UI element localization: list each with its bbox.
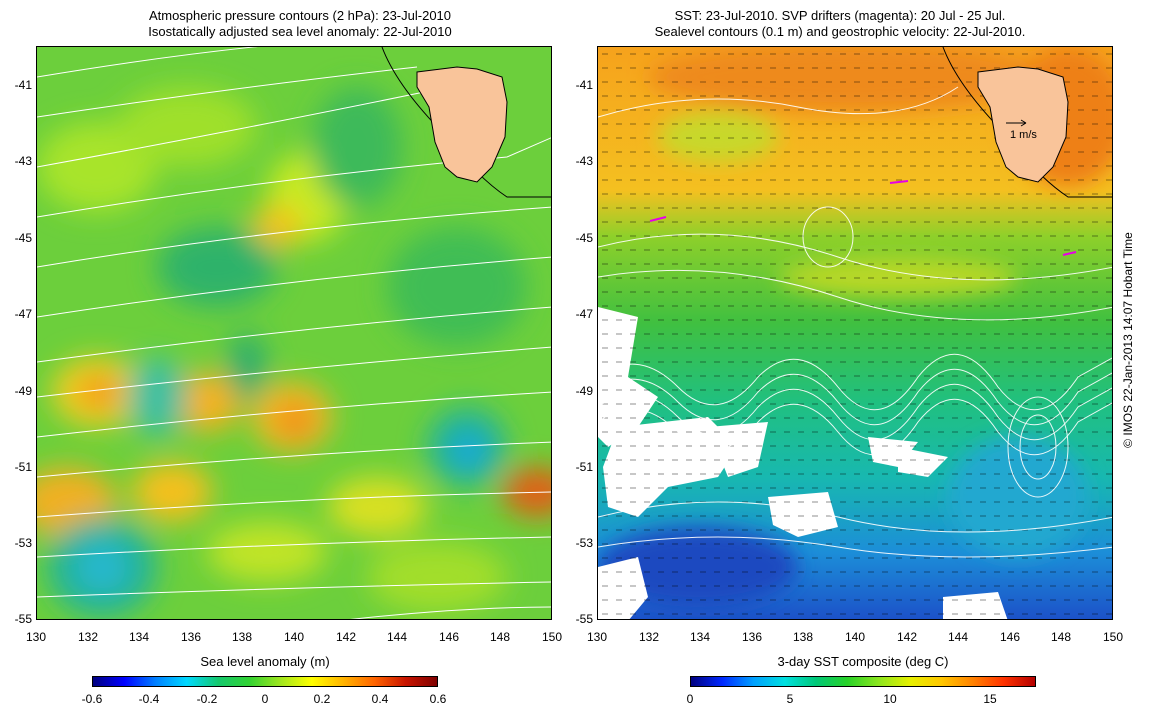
sst-field: 1 m/s [598,47,1112,619]
sealevel-contours [598,86,1112,558]
lon-label-right: 134 [689,630,711,644]
lon-label-left: 142 [335,630,357,644]
lon-label-left: 134 [128,630,150,644]
left-colorbar-tick: -0.4 [138,692,160,706]
lat-label-left: -41 [14,78,32,92]
lon-label-left: 140 [283,630,305,644]
sea-level-colorbar [92,676,438,687]
lon-label-right: 136 [741,630,763,644]
lon-label-right: 148 [1050,630,1072,644]
lon-label-left: 148 [489,630,511,644]
lon-label-right: 144 [947,630,969,644]
tasmania-land [416,66,508,183]
lon-label-left: 136 [180,630,202,644]
right-colorbar-label: 3-day SST composite (deg C) [777,654,949,669]
left-title-line2: Isostatically adjusted sea level anomaly… [148,24,452,39]
right-colorbar-tick: 5 [786,692,794,706]
lat-label-right: -47 [575,307,593,321]
lon-label-right: 132 [638,630,660,644]
lat-label-left: -49 [14,384,32,398]
left-colorbar-tick: 0.2 [313,692,331,706]
right-title-line1: SST: 23-Jul-2010. SVP drifters (magenta)… [674,8,1006,23]
sst-colorbar [690,676,1036,687]
lat-label-left: -51 [14,460,32,474]
lon-label-right: 146 [999,630,1021,644]
lon-label-right: 142 [896,630,918,644]
left-panel-title: Atmospheric pressure contours (2 hPa): 2… [40,8,560,40]
right-title-line2: Sealevel contours (0.1 m) and geostrophi… [654,24,1026,39]
lon-label-right: 138 [792,630,814,644]
lon-label-left: 130 [25,630,47,644]
lon-label-left: 132 [77,630,99,644]
lon-label-right: 130 [586,630,608,644]
lat-label-right: -43 [575,154,593,168]
left-colorbar-tick: -0.6 [81,692,103,706]
lat-label-left: -45 [14,231,32,245]
lat-label-left: -55 [14,612,32,626]
sea-level-anomaly-map [36,46,552,620]
lat-label-left: -43 [14,154,32,168]
sst-map: 1 m/s [597,46,1113,620]
lon-label-left: 144 [386,630,408,644]
left-colorbar-tick: 0 [261,692,269,706]
lat-label-left: -47 [14,307,32,321]
lat-label-right: -45 [575,231,593,245]
left-colorbar-tick: 0.4 [371,692,389,706]
lon-label-right: 150 [1102,630,1124,644]
lat-label-right: -51 [575,460,593,474]
left-colorbar-tick: 0.6 [429,692,447,706]
imos-credit: © IMOS 22-Jan-2013 14:07 Hobart Time [1121,232,1135,448]
velocity-scale-label: 1 m/s [1010,129,1037,141]
right-colorbar-tick: 10 [883,692,897,706]
lon-label-left: 146 [438,630,460,644]
right-panel-title: SST: 23-Jul-2010. SVP drifters (magenta)… [590,8,1090,40]
right-colorbar-tick: 0 [686,692,694,706]
svp-drifters [649,180,1077,256]
left-colorbar-tick: -0.2 [196,692,218,706]
left-title-line1: Atmospheric pressure contours (2 hPa): 2… [148,8,452,23]
right-colorbar-tick: 15 [983,692,997,706]
lat-label-right: -41 [575,78,593,92]
lat-label-left: -53 [14,536,32,550]
lon-label-left: 138 [231,630,253,644]
lat-label-right: -49 [575,384,593,398]
lon-label-right: 140 [844,630,866,644]
lat-label-right: -53 [575,536,593,550]
left-colorbar-label: Sea level anomaly (m) [200,654,330,669]
lat-label-right: -55 [575,612,593,626]
lon-label-left: 150 [541,630,563,644]
pressure-contours [37,47,551,619]
sea-level-anomaly-field [37,47,551,619]
